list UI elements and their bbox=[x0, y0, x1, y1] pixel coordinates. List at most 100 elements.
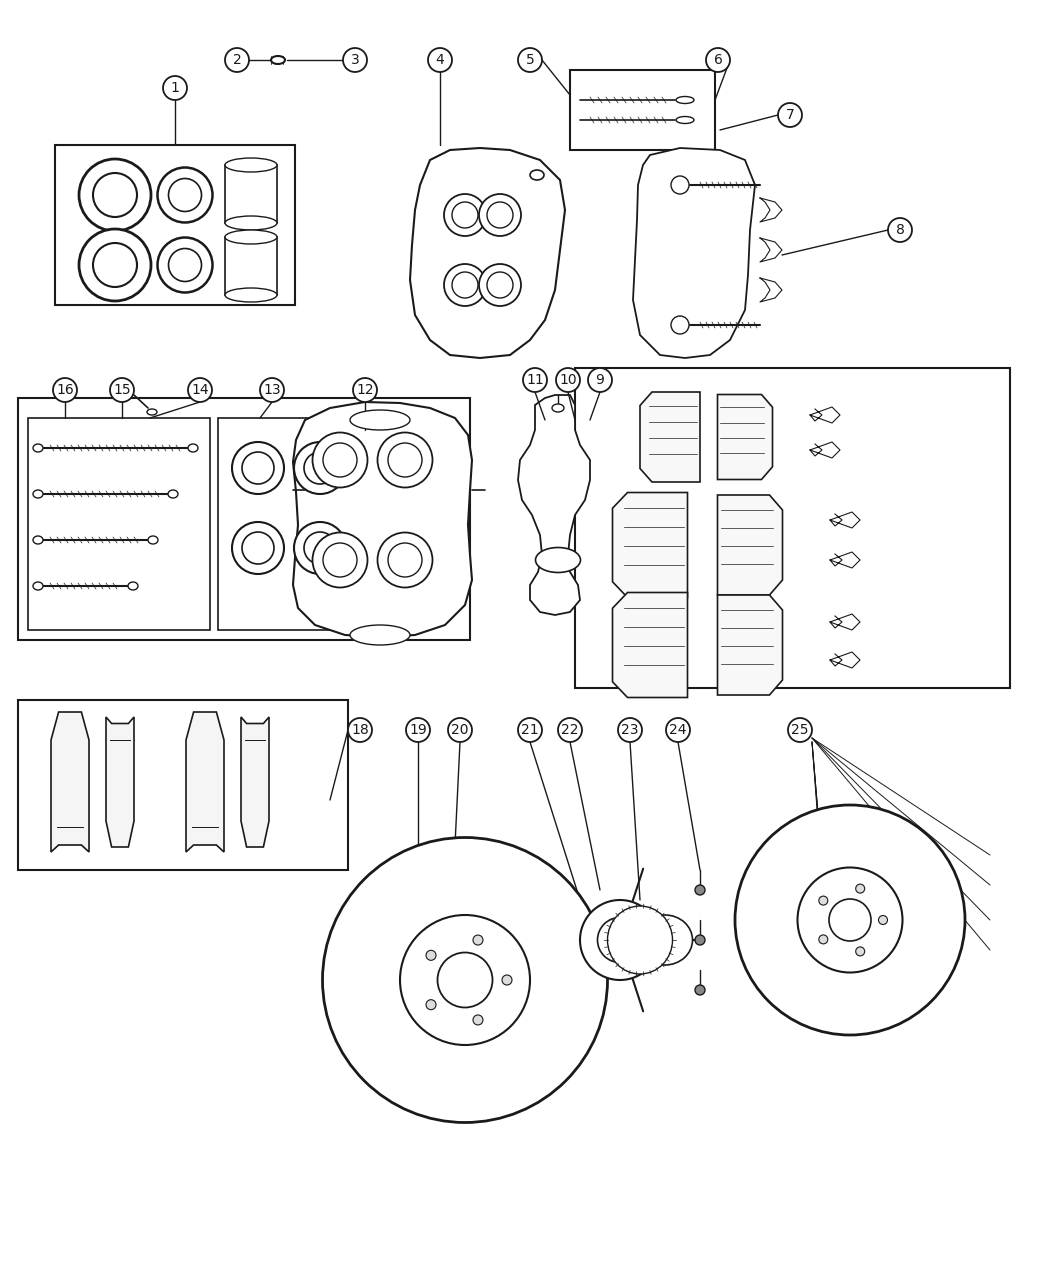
Polygon shape bbox=[51, 711, 89, 852]
Ellipse shape bbox=[608, 907, 672, 974]
Circle shape bbox=[448, 718, 472, 742]
Text: 20: 20 bbox=[452, 723, 468, 737]
Ellipse shape bbox=[580, 900, 660, 980]
Polygon shape bbox=[518, 395, 590, 615]
Circle shape bbox=[343, 48, 368, 71]
Ellipse shape bbox=[426, 1000, 436, 1010]
Ellipse shape bbox=[350, 411, 410, 430]
Ellipse shape bbox=[695, 986, 705, 994]
Circle shape bbox=[706, 48, 730, 71]
Ellipse shape bbox=[322, 838, 608, 1122]
Ellipse shape bbox=[444, 264, 486, 306]
Ellipse shape bbox=[350, 625, 410, 645]
Text: 8: 8 bbox=[896, 223, 904, 237]
Polygon shape bbox=[717, 595, 782, 695]
Ellipse shape bbox=[232, 442, 284, 493]
Circle shape bbox=[225, 48, 249, 71]
Ellipse shape bbox=[225, 230, 277, 244]
Ellipse shape bbox=[323, 442, 357, 477]
Ellipse shape bbox=[479, 194, 521, 236]
Text: 14: 14 bbox=[191, 382, 209, 397]
Ellipse shape bbox=[530, 170, 544, 180]
Text: 25: 25 bbox=[792, 723, 809, 737]
Bar bbox=[18, 398, 470, 640]
Ellipse shape bbox=[33, 444, 43, 453]
Ellipse shape bbox=[400, 915, 530, 1046]
Text: 13: 13 bbox=[264, 382, 280, 397]
Ellipse shape bbox=[830, 899, 871, 941]
Circle shape bbox=[353, 377, 377, 402]
Circle shape bbox=[163, 76, 187, 99]
Text: 3: 3 bbox=[351, 54, 359, 68]
Circle shape bbox=[788, 718, 812, 742]
Polygon shape bbox=[410, 148, 565, 358]
Ellipse shape bbox=[879, 915, 887, 924]
Text: 7: 7 bbox=[785, 108, 795, 122]
Ellipse shape bbox=[388, 442, 422, 477]
Ellipse shape bbox=[695, 885, 705, 895]
Polygon shape bbox=[612, 593, 688, 697]
Ellipse shape bbox=[472, 1015, 483, 1025]
Bar bbox=[225, 237, 277, 295]
Bar bbox=[55, 145, 295, 305]
Ellipse shape bbox=[552, 404, 564, 412]
Text: 23: 23 bbox=[622, 723, 638, 737]
Circle shape bbox=[188, 377, 212, 402]
Circle shape bbox=[778, 103, 802, 128]
Circle shape bbox=[348, 718, 372, 742]
Text: 1: 1 bbox=[170, 82, 180, 96]
Ellipse shape bbox=[33, 581, 43, 590]
Ellipse shape bbox=[313, 432, 367, 487]
Circle shape bbox=[52, 377, 77, 402]
Ellipse shape bbox=[502, 975, 512, 986]
Bar bbox=[225, 164, 277, 223]
Circle shape bbox=[518, 48, 542, 71]
Ellipse shape bbox=[158, 167, 212, 223]
Ellipse shape bbox=[438, 952, 492, 1007]
Circle shape bbox=[558, 718, 582, 742]
Ellipse shape bbox=[323, 543, 357, 578]
Circle shape bbox=[260, 377, 284, 402]
Ellipse shape bbox=[168, 490, 178, 499]
Ellipse shape bbox=[225, 215, 277, 230]
Ellipse shape bbox=[671, 316, 689, 334]
Ellipse shape bbox=[695, 935, 705, 945]
Text: 16: 16 bbox=[56, 382, 74, 397]
Text: 18: 18 bbox=[351, 723, 369, 737]
Ellipse shape bbox=[147, 409, 157, 414]
Ellipse shape bbox=[472, 935, 483, 945]
Polygon shape bbox=[106, 717, 134, 847]
Text: 22: 22 bbox=[562, 723, 579, 737]
Ellipse shape bbox=[856, 947, 865, 956]
Ellipse shape bbox=[294, 442, 346, 493]
Polygon shape bbox=[186, 711, 224, 852]
Ellipse shape bbox=[676, 97, 694, 103]
Ellipse shape bbox=[426, 950, 436, 960]
Polygon shape bbox=[242, 717, 269, 847]
Ellipse shape bbox=[597, 918, 643, 963]
Ellipse shape bbox=[378, 533, 433, 588]
Ellipse shape bbox=[168, 249, 202, 282]
Circle shape bbox=[428, 48, 452, 71]
Ellipse shape bbox=[819, 896, 827, 905]
Ellipse shape bbox=[444, 194, 486, 236]
Ellipse shape bbox=[452, 201, 478, 228]
Ellipse shape bbox=[487, 272, 513, 298]
Text: 5: 5 bbox=[526, 54, 534, 68]
Ellipse shape bbox=[637, 915, 693, 965]
Ellipse shape bbox=[798, 867, 903, 973]
Ellipse shape bbox=[304, 532, 336, 564]
Circle shape bbox=[110, 377, 134, 402]
Ellipse shape bbox=[378, 432, 433, 487]
Circle shape bbox=[556, 368, 580, 391]
Text: 24: 24 bbox=[669, 723, 687, 737]
Text: 2: 2 bbox=[233, 54, 242, 68]
Ellipse shape bbox=[388, 543, 422, 578]
Text: 6: 6 bbox=[714, 54, 722, 68]
Ellipse shape bbox=[93, 173, 136, 217]
Ellipse shape bbox=[148, 536, 158, 544]
Ellipse shape bbox=[128, 581, 138, 590]
Polygon shape bbox=[293, 402, 472, 638]
Ellipse shape bbox=[33, 536, 43, 544]
Ellipse shape bbox=[536, 547, 581, 572]
